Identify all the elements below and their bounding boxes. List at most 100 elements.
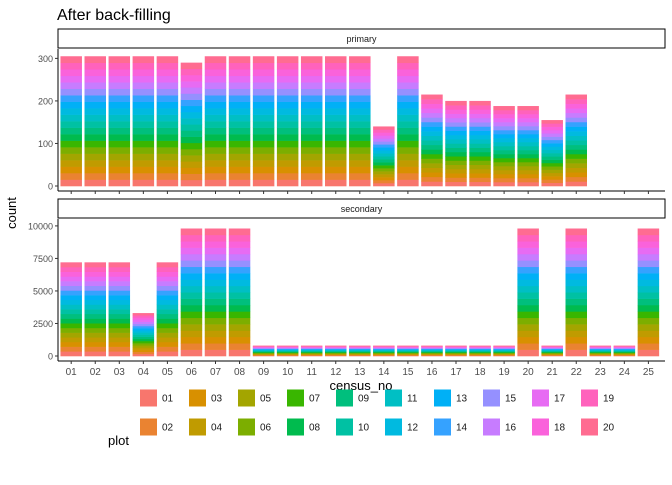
bar-segment-secondary-20-plot-03: [517, 336, 539, 344]
bar-segment-secondary-01-plot-12: [60, 299, 82, 305]
bar-segment-secondary-06-plot-17: [180, 247, 203, 255]
bar-segment-primary-09-plot-07: [252, 140, 275, 148]
legend-label-13: 13: [456, 394, 468, 405]
bar-segment-secondary-16-plot-02: [421, 354, 443, 356]
bar-segment-secondary-17-plot-06: [445, 352, 467, 354]
bar-segment-secondary-05-plot-17: [156, 276, 179, 282]
bar-segment-primary-17-plot-07: [445, 156, 467, 161]
bar-segment-secondary-06-plot-08: [180, 305, 203, 312]
bar-segment-primary-04-plot-17: [132, 75, 155, 83]
bar-segment-primary-01-plot-19: [60, 62, 82, 70]
bar-segment-primary-01-plot-09: [60, 127, 82, 135]
bar-segment-secondary-25-plot-03: [637, 336, 660, 344]
bar-segment-secondary-04-plot-20: [132, 313, 155, 316]
bar-segment-secondary-17-plot-16: [445, 347, 467, 349]
bar-segment-primary-19-plot-06: [493, 162, 515, 167]
bar-segment-secondary-25-plot-09: [637, 298, 660, 306]
bar-segment-secondary-13-plot-07: [349, 352, 371, 354]
bar-segment-primary-03-plot-12: [108, 108, 131, 115]
bar-segment-primary-15-plot-06: [397, 147, 419, 154]
bar-segment-secondary-19-plot-10: [493, 350, 515, 352]
bar-segment-primary-12-plot-14: [325, 95, 347, 102]
bar-segment-secondary-08-plot-01: [228, 349, 251, 357]
bar-segment-secondary-15-plot-09: [397, 351, 419, 353]
bar-segment-primary-20-plot-19: [517, 110, 539, 115]
bar-segment-primary-12-plot-03: [325, 166, 347, 174]
legend-label-18: 18: [554, 423, 566, 434]
bar-segment-primary-06-plot-06: [180, 148, 203, 156]
bar-segment-secondary-03-plot-15: [108, 285, 131, 291]
bar-segment-secondary-24-plot-13: [613, 349, 636, 351]
bar-segment-secondary-10-plot-08: [276, 351, 299, 353]
bar-segment-secondary-13-plot-06: [349, 352, 371, 354]
bar-segment-secondary-20-plot-14: [517, 266, 539, 274]
bar-segment-primary-18-plot-11: [469, 139, 491, 144]
x-tick-label: 02: [90, 367, 102, 378]
bar-segment-secondary-02-plot-19: [84, 267, 106, 272]
bar-segment-secondary-10-plot-16: [276, 347, 299, 349]
bar-segment-primary-11-plot-07: [300, 140, 323, 148]
bar-segment-primary-15-plot-16: [397, 82, 419, 89]
bar-segment-primary-10-plot-17: [276, 75, 299, 83]
x-tick-label: 06: [186, 367, 198, 378]
bar-segment-secondary-06-plot-16: [180, 254, 203, 261]
bar-segment-secondary-25-plot-12: [637, 279, 660, 287]
bar-segment-primary-07-plot-13: [204, 101, 227, 109]
bar-segment-primary-06-plot-02: [180, 173, 203, 181]
bar-segment-secondary-01-plot-20: [60, 262, 82, 268]
bar-segment-primary-14-plot-05: [373, 171, 395, 175]
bar-segment-primary-12-plot-20: [325, 56, 347, 64]
bar-segment-primary-12-plot-15: [325, 88, 347, 96]
chart-title: After back-filling: [57, 7, 171, 24]
bar-segment-primary-08-plot-06: [228, 147, 251, 154]
legend-label-08: 08: [309, 423, 321, 434]
bar-segment-secondary-17-plot-09: [445, 351, 467, 353]
bar-segment-secondary-16-plot-05: [421, 353, 443, 355]
bar-segment-primary-11-plot-06: [300, 147, 323, 154]
bar-segment-primary-13-plot-11: [349, 114, 371, 122]
bar-segment-secondary-10-plot-18: [276, 346, 299, 348]
bar-segment-primary-11-plot-10: [300, 121, 323, 128]
bar-segment-secondary-18-plot-09: [469, 351, 491, 353]
legend-key-03: [189, 389, 206, 407]
bar-segment-primary-16-plot-07: [421, 153, 443, 159]
bar-segment-primary-20-plot-10: [517, 146, 539, 151]
bar-segment-secondary-03-plot-18: [108, 271, 131, 277]
bar-segment-primary-03-plot-15: [108, 88, 131, 96]
legend-key-06: [238, 418, 255, 436]
bar-segment-primary-05-plot-15: [156, 88, 179, 96]
bar-segment-secondary-02-plot-02: [84, 346, 106, 352]
bar-segment-primary-13-plot-02: [349, 173, 371, 180]
bar-segment-primary-18-plot-10: [469, 143, 491, 149]
bar-segment-primary-14-plot-06: [373, 168, 395, 172]
bar-segment-secondary-03-plot-06: [108, 327, 131, 333]
bar-segment-primary-14-plot-16: [373, 138, 395, 142]
bar-segment-primary-19-plot-08: [493, 154, 515, 159]
bar-segment-primary-17-plot-15: [445, 122, 467, 127]
bar-segment-primary-08-plot-04: [228, 160, 251, 167]
bar-segment-secondary-15-plot-11: [397, 350, 419, 352]
bar-segment-primary-05-plot-20: [156, 56, 179, 64]
bar-segment-secondary-16-plot-19: [421, 346, 443, 347]
legend-key-02: [140, 418, 157, 436]
bar-segment-secondary-05-plot-02: [156, 346, 179, 352]
bar-segment-primary-15-plot-04: [397, 160, 419, 167]
bar-segment-secondary-24-plot-19: [613, 346, 636, 347]
bar-segment-primary-08-plot-09: [228, 127, 251, 135]
bar-segment-primary-22-plot-05: [565, 163, 587, 168]
bar-segment-primary-03-plot-07: [108, 140, 131, 148]
bar-segment-secondary-22-plot-19: [565, 234, 587, 242]
bar-segment-primary-18-plot-06: [469, 160, 491, 166]
bar-segment-secondary-02-plot-15: [84, 285, 106, 291]
bar-segment-primary-14-plot-04: [373, 174, 395, 178]
bar-segment-primary-17-plot-02: [445, 177, 467, 183]
bar-segment-primary-21-plot-05: [541, 169, 563, 174]
y-tick-label-primary: 200: [38, 96, 53, 106]
bar-segment-secondary-17-plot-03: [445, 354, 467, 356]
bar-segment-secondary-06-plot-03: [180, 336, 203, 344]
bar-segment-primary-07-plot-20: [204, 56, 227, 64]
bar-segment-primary-16-plot-19: [421, 99, 443, 104]
x-tick-label: 03: [114, 367, 126, 378]
bar-segment-secondary-11-plot-07: [300, 352, 323, 354]
bar-segment-primary-16-plot-11: [421, 135, 443, 141]
